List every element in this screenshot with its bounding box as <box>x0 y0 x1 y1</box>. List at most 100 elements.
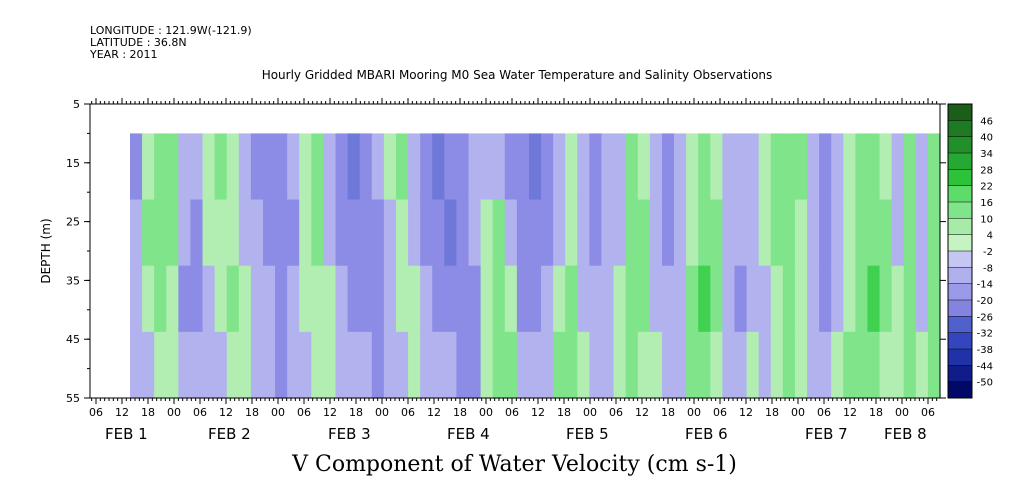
heatmap-cell <box>420 265 433 333</box>
heatmap-cell <box>444 331 458 399</box>
heatmap-cell <box>770 331 784 399</box>
heatmap-cell <box>867 331 881 399</box>
heatmap-cell <box>879 265 893 333</box>
x-tick-label: 12 <box>739 406 753 419</box>
heatmap-cell <box>166 199 179 267</box>
heatmap-cell <box>238 199 252 267</box>
heatmap-cell <box>142 133 155 201</box>
heatmap-cell <box>275 331 288 399</box>
heatmap-cell <box>674 331 687 399</box>
x-tick-label: 12 <box>115 406 129 419</box>
heatmap-cell <box>395 199 409 267</box>
heatmap-cell <box>686 331 699 399</box>
heatmap-cell <box>432 199 445 267</box>
heatmap-cell <box>541 331 554 399</box>
colorbar-segment <box>948 267 972 285</box>
colorbar-segment <box>948 218 972 236</box>
heatmap-cell <box>492 133 506 201</box>
heatmap-cell <box>782 331 796 399</box>
heatmap-cell <box>359 199 373 267</box>
heatmap-cell <box>335 133 349 201</box>
heatmap-cell <box>625 199 639 267</box>
heatmap-cell <box>335 331 349 399</box>
colorbar-label: 28 <box>980 165 993 176</box>
heatmap-cell <box>734 133 748 201</box>
heatmap-cell <box>383 199 397 267</box>
heatmap-cell <box>915 331 929 399</box>
x-tick-label: 18 <box>349 406 363 419</box>
heatmap-cell <box>154 133 167 201</box>
x-tick-label: 06 <box>505 406 519 419</box>
heatmap-cell <box>891 331 905 399</box>
colorbar-label: 40 <box>980 133 993 144</box>
heatmap-cell <box>819 133 832 201</box>
longitude-label: LONGITUDE : 121.9W(-121.9) <box>90 24 252 37</box>
heatmap-cell <box>649 199 663 267</box>
heatmap-cell <box>468 331 482 399</box>
heatmap-cell <box>190 265 204 333</box>
heatmap-cell <box>238 331 252 399</box>
heatmap-cell <box>178 265 192 333</box>
x-tick-label: 06 <box>193 406 207 419</box>
heatmap-cell <box>915 133 929 201</box>
x-tick-label: 06 <box>401 406 415 419</box>
heatmap-cell <box>831 265 844 333</box>
heatmap-cell <box>661 199 675 267</box>
heatmap-cell <box>516 133 530 201</box>
heatmap-cell <box>480 133 494 201</box>
x-tick-label: 06 <box>817 406 831 419</box>
heatmap-cell <box>142 265 155 333</box>
heatmap-cell <box>589 265 603 333</box>
heatmap-cell <box>516 331 530 399</box>
heatmap-cell <box>831 133 844 201</box>
heatmap-cell <box>480 199 494 267</box>
heatmap-cell <box>927 265 941 333</box>
heatmap-cell <box>408 199 421 267</box>
heatmap-cell <box>528 265 542 333</box>
heatmap-cell <box>686 133 699 201</box>
heatmap-cell <box>734 331 748 399</box>
heatmap-cell <box>420 331 433 399</box>
colorbar-label: 22 <box>980 182 993 193</box>
heatmap-cell <box>649 133 663 201</box>
colorbar-label: -32 <box>977 329 993 340</box>
heatmap-cell <box>625 331 639 399</box>
colorbar-segment <box>948 332 972 350</box>
heatmap-cell <box>444 265 458 333</box>
colorbar-label: -44 <box>977 361 993 372</box>
heatmap-cell <box>468 265 482 333</box>
heatmap-cell <box>553 265 566 333</box>
heatmap-cell <box>214 265 228 333</box>
date-label: FEB 7 <box>805 425 848 443</box>
x-tick-label: 06 <box>297 406 311 419</box>
heatmap-cell <box>492 331 506 399</box>
x-tick-label: 12 <box>635 406 649 419</box>
heatmap-cell <box>770 133 784 201</box>
colorbar-label: -38 <box>977 345 993 356</box>
x-tick-label: 00 <box>167 406 181 419</box>
heatmap-cell <box>698 331 711 399</box>
heatmap-cell <box>456 331 470 399</box>
heatmap-cell <box>287 133 300 201</box>
chart-title: Hourly Gridded MBARI Mooring M0 Sea Wate… <box>261 68 773 82</box>
heatmap-cell <box>238 265 252 333</box>
heatmap-cell <box>661 331 675 399</box>
colorbar-segment <box>948 120 972 138</box>
heatmap-cell <box>722 199 736 267</box>
colorbar-segment <box>948 251 972 268</box>
colorbar-label: -8 <box>983 263 993 274</box>
heatmap-cell <box>468 133 482 201</box>
date-label: FEB 4 <box>447 425 490 443</box>
colorbar-label: -50 <box>977 378 993 389</box>
heatmap-cell <box>432 265 445 333</box>
heatmap-cell <box>468 199 482 267</box>
heatmap-cell <box>528 331 542 399</box>
heatmap-cell <box>311 265 325 333</box>
heatmap-cell <box>202 199 216 267</box>
x-tick-label: 00 <box>375 406 389 419</box>
heatmap-cell <box>371 331 385 399</box>
heatmap-cell <box>625 133 639 201</box>
colorbar-segment <box>948 169 972 187</box>
y-axis-title: DEPTH (m) <box>39 218 53 283</box>
